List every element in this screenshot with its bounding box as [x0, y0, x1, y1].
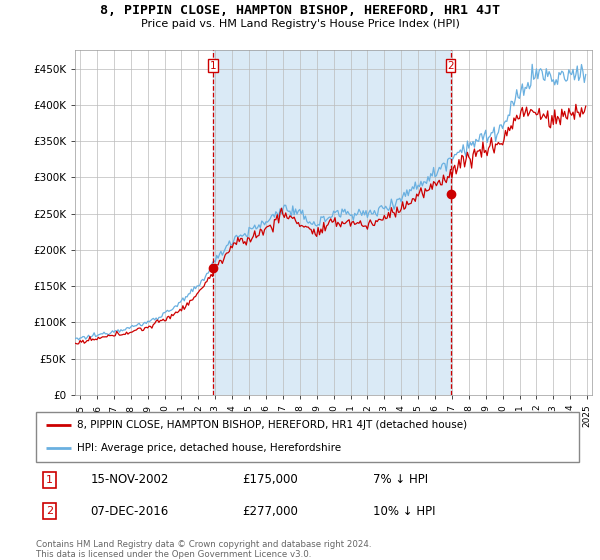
- Text: HPI: Average price, detached house, Herefordshire: HPI: Average price, detached house, Here…: [77, 444, 341, 454]
- Text: £277,000: £277,000: [242, 505, 298, 518]
- Text: 8, PIPPIN CLOSE, HAMPTON BISHOP, HEREFORD, HR1 4JT (detached house): 8, PIPPIN CLOSE, HAMPTON BISHOP, HEREFOR…: [77, 420, 467, 430]
- Text: £175,000: £175,000: [242, 473, 298, 486]
- Text: Contains HM Land Registry data © Crown copyright and database right 2024.
This d: Contains HM Land Registry data © Crown c…: [36, 540, 371, 559]
- Text: 2: 2: [46, 506, 53, 516]
- Text: 8, PIPPIN CLOSE, HAMPTON BISHOP, HEREFORD, HR1 4JT: 8, PIPPIN CLOSE, HAMPTON BISHOP, HEREFOR…: [100, 4, 500, 17]
- Text: 2: 2: [447, 60, 454, 71]
- Text: 15-NOV-2002: 15-NOV-2002: [91, 473, 169, 486]
- Text: 1: 1: [46, 475, 53, 485]
- Text: 7% ↓ HPI: 7% ↓ HPI: [373, 473, 428, 486]
- Text: 1: 1: [210, 60, 217, 71]
- Text: 10% ↓ HPI: 10% ↓ HPI: [373, 505, 435, 518]
- Text: 07-DEC-2016: 07-DEC-2016: [91, 505, 169, 518]
- Bar: [213, 50, 451, 395]
- Text: Price paid vs. HM Land Registry's House Price Index (HPI): Price paid vs. HM Land Registry's House …: [140, 19, 460, 29]
